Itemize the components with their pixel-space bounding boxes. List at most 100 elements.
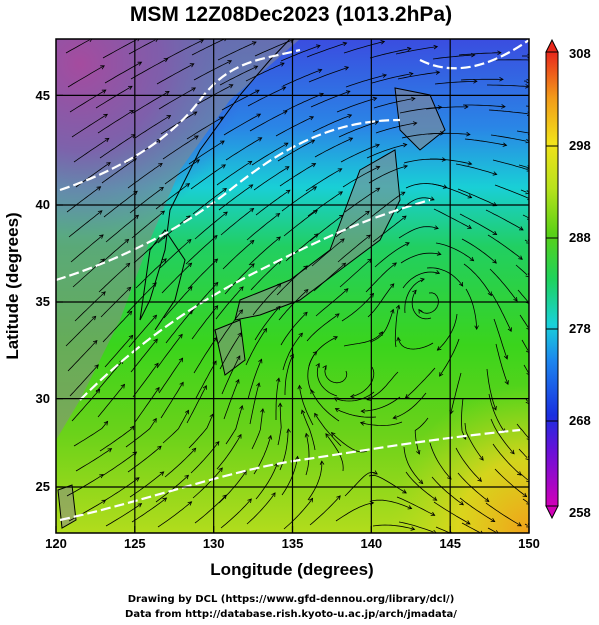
streamline [432,54,475,60]
colorbar-max-triangle [545,38,559,53]
streamline [457,188,497,206]
streamline-arrowhead [283,142,289,147]
streamline [486,368,497,411]
streamline-arrowhead [436,251,442,256]
streamline-arrowhead [349,393,355,399]
streamline [102,311,132,343]
streamline [128,39,156,55]
streamline-arrowhead [101,89,107,94]
streamline-arrowhead [464,104,469,110]
streamline-arrowhead [312,186,318,191]
streamline-arrowhead [339,214,344,219]
streamline [101,451,137,477]
streamline [464,138,507,146]
streamline [336,97,377,113]
streamline-arrowhead [242,470,247,476]
streamline [396,496,435,516]
streamline [101,158,137,184]
streamline [126,282,157,314]
streamline [189,282,219,315]
streamline [400,252,441,264]
streamline [192,188,227,215]
streamline-arrowhead [155,39,159,43]
streamline-arrowhead [249,207,255,213]
streamline-arrowhead [202,384,207,390]
streamline [282,332,303,371]
streamline-arrowhead [319,460,325,465]
streamline [434,80,477,85]
streamline-arrowhead [159,471,165,476]
streamline-arrowhead [304,432,310,438]
streamline [195,360,217,399]
streamline [361,396,401,412]
streamline-arrowhead [271,492,276,497]
streamline [193,60,232,81]
streamline-arrowhead [484,497,490,503]
streamline-arrowhead [237,332,242,337]
streamline-arrowhead [474,325,479,331]
streamline-arrowhead [178,333,183,339]
streamline [246,213,280,241]
streamline-arrowhead [480,530,483,533]
streamline [314,413,342,447]
streamline-arrowhead [410,96,416,102]
streamline-arrowhead [195,159,200,164]
streamline [485,502,522,527]
streamline [161,262,192,294]
streamline [398,226,439,239]
streamline [68,499,106,522]
streamline [404,278,425,314]
streamline [190,164,226,190]
streamline [162,410,189,444]
streamline [488,393,506,433]
streamline [223,379,240,420]
streamline [426,267,464,287]
colorbar-gradient [545,51,559,507]
streamline-arrowhead [513,297,518,302]
streamline [156,334,183,369]
streamline-arrowhead [479,456,484,461]
streamline-arrowhead [314,412,319,418]
streamline-arrowhead [253,65,259,70]
streamline [311,389,340,422]
streamline-arrowhead [100,258,105,263]
streamline-arrowhead [366,396,372,401]
streamline-arrowhead [432,496,438,501]
streamline-arrowhead [412,121,418,126]
streamline [216,434,242,470]
streamline-arrowhead [275,212,281,218]
streamline [334,391,375,402]
streamline-arrowhead [239,405,244,410]
streamline-arrowhead [100,65,105,70]
contour-line [56,118,401,282]
streamline [492,443,522,476]
streamline [281,186,317,212]
streamline [103,190,138,218]
streamline [463,263,492,296]
streamline [191,39,225,56]
streamline [492,159,528,170]
streamline-arrowhead [492,171,498,176]
x-axis-label: Longitude (degrees) [210,560,373,579]
streamline [284,93,324,112]
streamline-arrowhead [330,432,336,437]
streamline-arrowhead [237,433,242,439]
streamline-arrowhead [435,70,441,75]
streamline [275,116,314,137]
streamline-arrowhead [389,283,395,288]
streamline-arrowhead [303,311,308,317]
streamline [156,63,194,85]
streamline [488,109,528,115]
streamline-arrowhead [137,39,140,42]
streamline-arrowhead [507,327,512,333]
streamline-arrowhead [99,474,104,479]
streamline-arrowhead [525,189,529,195]
streamline [218,184,253,211]
streamline-arrowhead [94,364,99,369]
streamline-arrowhead [127,310,133,316]
streamline-arrowhead [213,258,219,264]
streamline-arrowhead [158,163,163,168]
streamline [222,240,255,270]
x-tick-label: 145 [439,536,461,551]
streamline-arrowhead [390,308,395,314]
